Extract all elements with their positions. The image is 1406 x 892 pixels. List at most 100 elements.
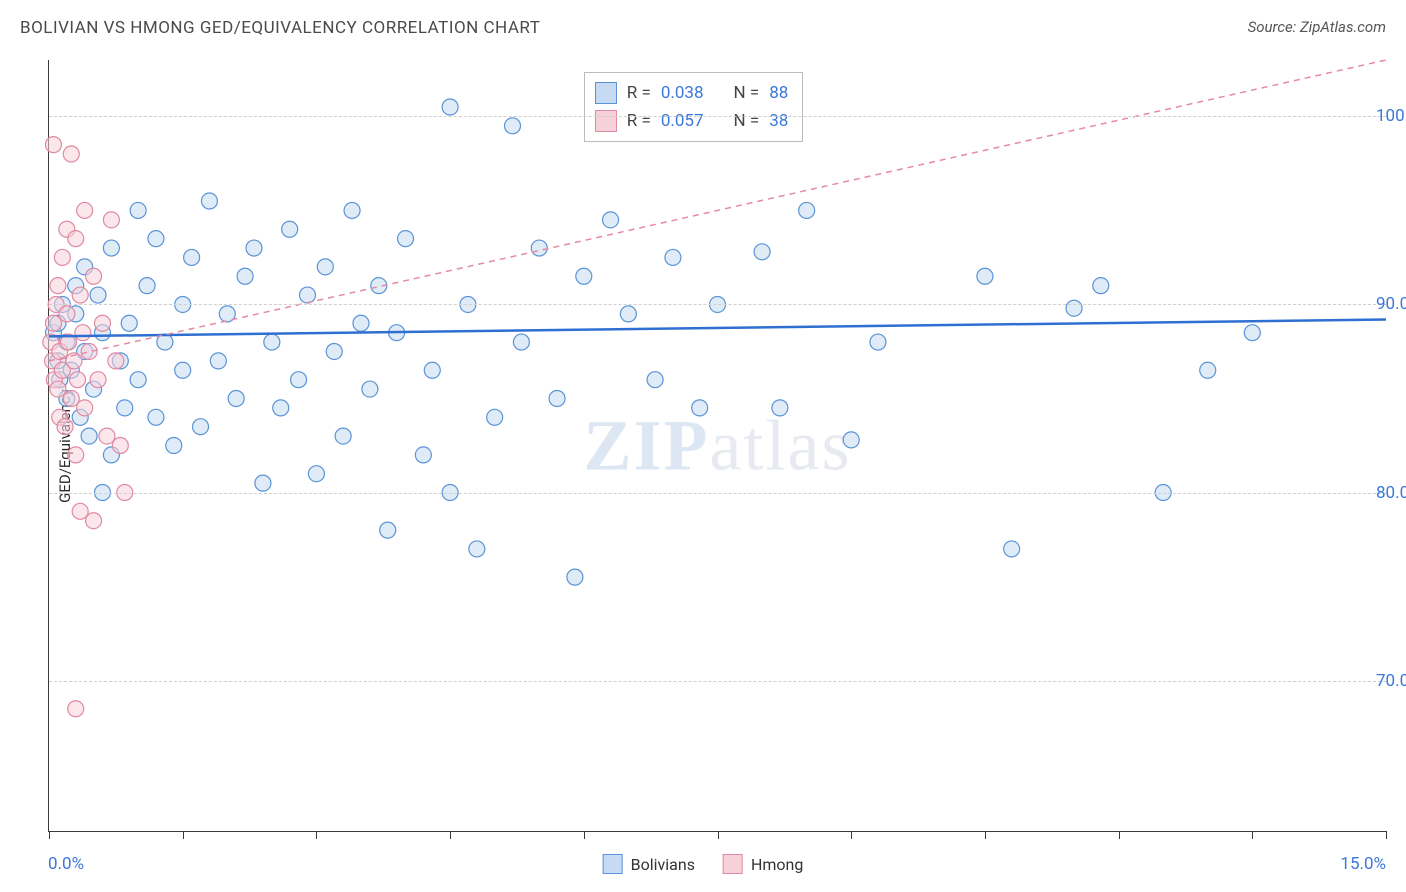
x-tick-mark xyxy=(1252,831,1253,839)
legend-label: Bolivians xyxy=(631,855,695,874)
data-point xyxy=(513,334,529,350)
plot-wrap: ZIPatlas R =0.038N =88R =0.057N =38 70.0… xyxy=(48,60,1386,832)
data-point xyxy=(68,701,84,717)
chart-title: BOLIVIAN VS HMONG GED/EQUIVALENCY CORREL… xyxy=(20,18,540,38)
trend-line xyxy=(49,320,1386,337)
data-point xyxy=(1004,541,1020,557)
x-tick-mark xyxy=(584,831,585,839)
data-point xyxy=(335,428,351,444)
bottom-legend: Bolivians Hmong xyxy=(603,854,804,874)
x-tick-mark xyxy=(183,831,184,839)
data-point xyxy=(45,315,61,331)
data-point xyxy=(1200,362,1216,378)
data-point xyxy=(148,231,164,247)
data-point xyxy=(317,259,333,275)
data-point xyxy=(70,372,86,388)
data-point xyxy=(175,362,191,378)
data-point xyxy=(977,268,993,284)
stat-n-value: 38 xyxy=(769,107,788,135)
data-point xyxy=(86,268,102,284)
data-point xyxy=(799,202,815,218)
data-point xyxy=(344,202,360,218)
data-point xyxy=(90,372,106,388)
y-tick-label: 90.0% xyxy=(1376,294,1406,314)
data-point xyxy=(54,249,70,265)
data-point xyxy=(567,569,583,585)
data-point xyxy=(246,240,262,256)
legend-item: Bolivians xyxy=(603,854,695,874)
data-point xyxy=(86,513,102,529)
stat-r-label: R = xyxy=(627,107,651,135)
data-point xyxy=(77,400,93,416)
x-axis-end-label: 15.0% xyxy=(1340,854,1386,874)
gridline xyxy=(49,681,1386,682)
legend-swatch xyxy=(595,110,617,132)
data-point xyxy=(57,419,73,435)
data-point xyxy=(620,306,636,322)
data-point xyxy=(103,240,119,256)
data-point xyxy=(193,419,209,435)
stat-r-label: R = xyxy=(627,79,651,107)
data-point xyxy=(398,231,414,247)
data-point xyxy=(380,522,396,538)
x-tick-mark xyxy=(718,831,719,839)
data-point xyxy=(72,287,88,303)
data-point xyxy=(81,343,97,359)
data-point xyxy=(665,249,681,265)
x-tick-mark xyxy=(1386,831,1387,839)
data-point xyxy=(68,447,84,463)
plot-area: ZIPatlas R =0.038N =88R =0.057N =38 70.0… xyxy=(48,60,1386,832)
data-point xyxy=(754,244,770,260)
data-point xyxy=(94,315,110,331)
data-point xyxy=(68,231,84,247)
data-point xyxy=(77,202,93,218)
data-point xyxy=(647,372,663,388)
data-point xyxy=(201,193,217,209)
legend-swatch xyxy=(603,854,623,874)
data-point xyxy=(353,315,369,331)
data-point xyxy=(112,438,128,454)
data-point xyxy=(273,400,289,416)
data-point xyxy=(487,409,503,425)
stat-n-value: 88 xyxy=(769,79,788,107)
legend-item: Hmong xyxy=(723,854,803,874)
data-point xyxy=(45,137,61,153)
data-point xyxy=(72,503,88,519)
data-point xyxy=(108,353,124,369)
x-axis-start-label: 0.0% xyxy=(48,854,84,874)
stat-n-label: N = xyxy=(734,107,760,135)
data-point xyxy=(50,278,66,294)
x-tick-mark xyxy=(851,831,852,839)
data-point xyxy=(99,428,115,444)
data-point xyxy=(549,390,565,406)
legend-label: Hmong xyxy=(751,855,803,874)
data-point xyxy=(255,475,271,491)
data-point xyxy=(184,249,200,265)
source-label: Source: ZipAtlas.com xyxy=(1248,18,1386,36)
stat-n-label: N = xyxy=(734,79,760,107)
data-point xyxy=(139,278,155,294)
stats-legend: R =0.038N =88R =0.057N =38 xyxy=(584,72,804,142)
data-point xyxy=(1093,278,1109,294)
legend-swatch xyxy=(595,82,617,104)
data-point xyxy=(504,118,520,134)
data-point xyxy=(63,390,79,406)
x-tick-mark xyxy=(985,831,986,839)
data-point xyxy=(264,334,280,350)
data-point xyxy=(117,400,133,416)
data-point xyxy=(50,381,66,397)
x-tick-mark xyxy=(316,831,317,839)
data-point xyxy=(308,466,324,482)
stat-r-value: 0.057 xyxy=(661,107,704,135)
data-point xyxy=(75,325,91,341)
data-point xyxy=(1066,300,1082,316)
data-point xyxy=(130,372,146,388)
data-point xyxy=(291,372,307,388)
data-point xyxy=(210,353,226,369)
data-point xyxy=(1244,325,1260,341)
data-point xyxy=(415,447,431,463)
x-tick-mark xyxy=(1119,831,1120,839)
stats-legend-row: R =0.038N =88 xyxy=(595,79,789,107)
data-point xyxy=(103,212,119,228)
data-point xyxy=(772,400,788,416)
